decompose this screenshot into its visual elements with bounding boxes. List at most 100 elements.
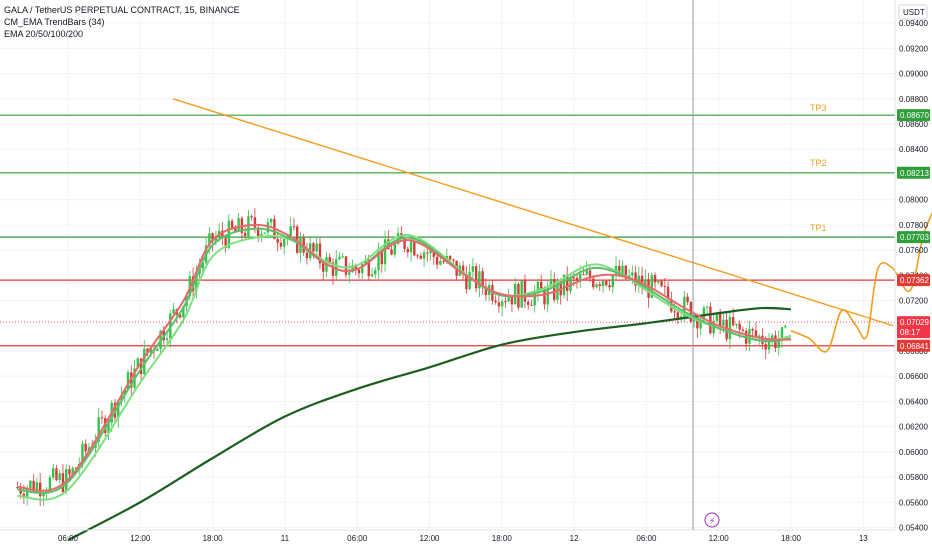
candle-body [549, 279, 553, 287]
time-axis[interactable]: 06:00 12:00 18:00 11 06:00 12:00 18:00 12 06:00 1… [0, 529, 895, 543]
resistance-price-tag [897, 274, 930, 287]
price-tick: 0.07800 [899, 221, 928, 230]
candle-body [260, 233, 263, 238]
candle-body [546, 286, 549, 305]
candle-body [419, 255, 423, 259]
candle-body [201, 262, 205, 269]
projection-layer [790, 211, 932, 353]
candle-body [595, 284, 598, 288]
candle-body [637, 275, 641, 286]
candle-body [243, 232, 247, 237]
candle-body [38, 482, 42, 497]
candle-body [526, 301, 530, 305]
price-tick: 0.05600 [899, 498, 928, 507]
candle-body [74, 467, 78, 469]
candle-body [598, 284, 601, 287]
candle-body [208, 233, 211, 246]
candle-body [448, 256, 452, 260]
candle-body [497, 302, 501, 307]
candle-body [276, 238, 279, 243]
candle-body [715, 313, 719, 321]
candle-body [322, 263, 325, 272]
candle-body [156, 348, 159, 352]
candle-body [618, 265, 621, 276]
candle-body [263, 232, 266, 234]
candle-body [195, 274, 198, 292]
candle-body [367, 259, 370, 277]
candle-body [71, 467, 74, 475]
tp2-price-tag-text: 0.08213 [900, 169, 929, 178]
candle-body [673, 311, 676, 313]
price-tick: 0.06600 [899, 372, 928, 381]
candle-body [312, 243, 315, 252]
candle-body [341, 256, 344, 258]
current-price-tag-text: 0.07029 [900, 318, 929, 327]
time-tick: 12:00 [419, 534, 440, 543]
candle-body [269, 219, 273, 223]
candle-body [611, 275, 614, 288]
candle-body [666, 286, 670, 300]
candle-body [351, 265, 354, 273]
candle-body [58, 473, 61, 480]
resistance-price-tag-text: 0.07362 [900, 276, 929, 285]
indicator-trendbars[interactable]: CM_EMA TrendBars (34) [4, 17, 105, 27]
candle-body [731, 317, 735, 326]
candle-body [585, 270, 588, 275]
candle-body [266, 222, 270, 233]
price-tick: 0.09200 [899, 44, 928, 53]
candle-body [540, 281, 543, 290]
candle-body [572, 277, 575, 279]
price-tick: 0.08600 [899, 120, 928, 129]
candle-body [588, 270, 592, 279]
candle-body [474, 266, 478, 289]
candle-body [165, 338, 169, 341]
lightning-icon: ⚡ [709, 517, 715, 527]
candle-body [461, 265, 465, 274]
currency-text: USDT [903, 8, 925, 17]
candle-body [377, 252, 380, 271]
tp1-price-tag [897, 231, 930, 244]
price-axis[interactable]: 0.09400 0.09200 0.09000 0.08800 0.08600 0.084… [894, 0, 928, 532]
time-tick: 12:00 [709, 534, 730, 543]
price-tick: 0.09000 [899, 70, 928, 79]
candle-body [575, 277, 579, 281]
ema-50-line [17, 227, 792, 494]
candle-body [289, 226, 292, 237]
indicator-ema[interactable]: EMA 20/50/100/200 [4, 29, 84, 39]
time-tick: 06:00 [636, 534, 657, 543]
candle-body [468, 271, 471, 290]
price-tick: 0.06000 [899, 448, 928, 457]
candle-body [657, 280, 660, 283]
price-tick: 0.08400 [899, 145, 928, 154]
candle-body [536, 281, 540, 293]
candle-body [718, 313, 722, 326]
candle-body [702, 307, 706, 321]
candle-body [383, 239, 387, 265]
candle-body [699, 320, 702, 329]
price-levels [0, 114, 895, 347]
candle-body [16, 487, 19, 489]
symbol-title[interactable]: GALA / TetherUS PERPETUAL CONTRACT, 15, … [4, 5, 240, 15]
candle-body [305, 252, 309, 259]
candle-body [211, 233, 214, 242]
candle-body [32, 480, 35, 493]
tp2-label: TP2 [810, 158, 827, 168]
candle-body [120, 394, 123, 401]
candle-body [735, 323, 738, 326]
candle-body [543, 289, 546, 305]
candle-body [370, 274, 374, 277]
candle-body [562, 274, 566, 296]
currency-label: USDT [898, 4, 928, 20]
candle-body [663, 286, 667, 288]
time-tick: 12 [570, 534, 579, 543]
candle-body [429, 249, 432, 254]
candle-body [146, 348, 149, 354]
descending-trendline [172, 98, 894, 327]
candle-body [500, 301, 504, 307]
candle-body [149, 348, 152, 354]
candle-body [761, 335, 764, 345]
cursor-marker[interactable]: ⚡ [692, 0, 720, 530]
candle-body [256, 227, 260, 238]
candle-body [494, 300, 497, 303]
